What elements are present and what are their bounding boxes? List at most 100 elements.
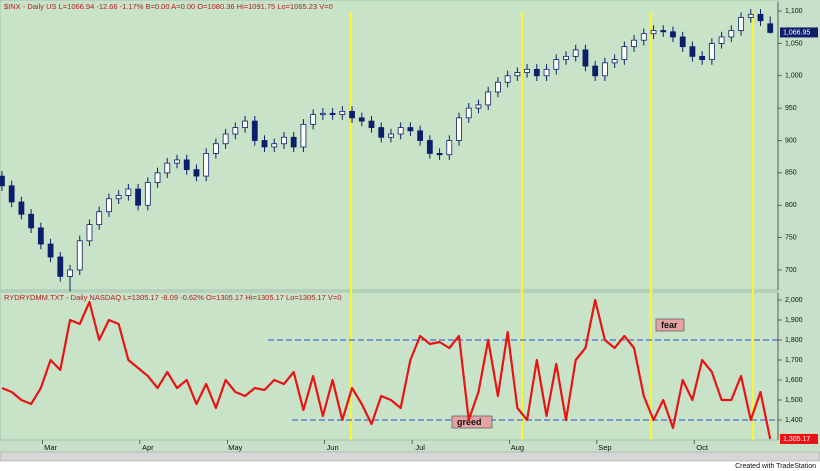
candle-body: [660, 30, 667, 33]
y-tick-label: 1,900: [785, 317, 803, 324]
candle-body: [582, 49, 589, 67]
y-tick-label: 1,050: [785, 40, 803, 47]
yellow-markers: [349, 12, 755, 440]
annotation-box: [451, 415, 493, 429]
candle-body: [67, 269, 73, 277]
candle-body: [679, 36, 686, 48]
candle-body: [708, 43, 715, 60]
indicator-panel: [0, 291, 779, 441]
candle-body: [407, 127, 414, 132]
candle-body: [592, 65, 599, 77]
candle-body: [417, 130, 424, 141]
candle-body: [222, 133, 229, 145]
indicator-header: RYDRYDMM.TXT - Daily NASDAQ L=1305.17 -8…: [4, 293, 342, 302]
price-header: $INX - Daily US L=1066.94 -12.66 -1.17% …: [4, 2, 333, 11]
candle-body: [514, 72, 521, 77]
candle-body: [251, 120, 258, 141]
candle-body: [261, 140, 268, 148]
y-tick-label: 1,600: [785, 377, 803, 384]
last-value-box: [780, 27, 818, 38]
candle-body: [18, 201, 25, 215]
candle-body: [125, 188, 132, 196]
x-tick-label: Jul: [415, 443, 425, 452]
candle-body: [718, 36, 725, 44]
annotation-box: [655, 318, 685, 332]
candle-body: [86, 224, 93, 242]
scrollbar[interactable]: [0, 451, 820, 462]
x-tick-label: Apr: [142, 443, 154, 452]
candle-body: [271, 143, 278, 148]
candle-body: [436, 153, 443, 156]
candle-body: [358, 117, 365, 122]
x-tick-label: Jun: [327, 443, 339, 452]
candle-body: [310, 114, 317, 125]
candle-body: [524, 68, 530, 73]
candle-body: [543, 68, 550, 77]
candle-body: [319, 112, 326, 116]
candle-body: [640, 33, 647, 41]
candle-body: [300, 123, 307, 148]
candle-body: [533, 68, 540, 77]
price-panel: [0, 0, 779, 291]
candle-body: [553, 59, 560, 70]
candle-body: [154, 172, 161, 183]
y-tick-label: 1,000: [785, 73, 803, 80]
candle-body: [650, 30, 657, 35]
y-tick-label: 800: [785, 202, 797, 209]
annotation-label: greed: [457, 417, 482, 427]
candle-body: [601, 62, 608, 77]
candle-body: [378, 127, 385, 138]
footer: Created with TradeStation: [735, 463, 816, 470]
candle-body: [203, 153, 210, 177]
candle-body: [47, 243, 54, 258]
candle-body: [456, 117, 462, 141]
y-tick-label: 1,500: [785, 397, 803, 404]
candle-body: [96, 211, 103, 226]
candle-body: [193, 169, 200, 177]
y-tick-label: 700: [785, 267, 797, 274]
last-value-label: 1,305.17: [783, 436, 810, 443]
candle-body: [689, 46, 696, 57]
candle-body: [164, 162, 171, 174]
candle-body: [144, 182, 151, 206]
y-tick-label: 900: [785, 137, 797, 144]
candle-body: [183, 159, 190, 171]
x-tick-label: Mar: [44, 443, 57, 452]
candle-body: [728, 30, 735, 38]
last-value-label: 1,066.95: [783, 29, 810, 36]
candle-body: [339, 110, 346, 116]
annotation-label: fear: [661, 320, 678, 330]
last-value-box: [780, 433, 818, 444]
candle-body: [242, 120, 248, 128]
candle-body: [329, 112, 336, 116]
candle-body: [174, 159, 180, 164]
candle-body: [563, 55, 569, 60]
candle-body: [446, 140, 453, 156]
x-tick-label: Oct: [696, 443, 709, 452]
candle-body: [0, 175, 5, 187]
candle-body: [57, 256, 64, 277]
x-tick-label: Aug: [511, 443, 524, 452]
candle-body: [232, 127, 239, 135]
candle-body: [504, 75, 511, 83]
candle-body: [485, 91, 492, 106]
candle-body: [28, 213, 35, 229]
candle-body: [281, 136, 287, 145]
candle-body: [572, 49, 579, 57]
candle-body: [475, 104, 482, 109]
candle-body: [397, 127, 404, 135]
candle-body: [621, 46, 628, 61]
candle-body: [388, 133, 394, 138]
y-tick-label: 1,400: [785, 417, 803, 424]
candle-body: [611, 59, 618, 64]
y-tick-label: 1,100: [785, 8, 803, 15]
x-tick-label: Sep: [598, 443, 611, 452]
y-tick-label: 750: [785, 234, 797, 241]
x-tick-label: May: [228, 443, 242, 452]
candle-body: [631, 39, 637, 48]
y-tick-label: 2,000: [785, 297, 803, 304]
candle-body: [115, 195, 122, 200]
candle-body: [747, 13, 754, 18]
candle-body: [8, 185, 15, 203]
